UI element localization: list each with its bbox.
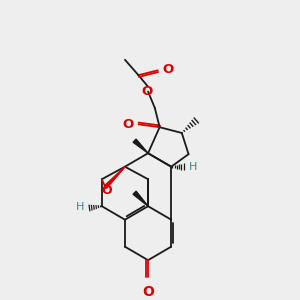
Text: H: H <box>76 202 85 212</box>
Polygon shape <box>133 191 148 206</box>
Text: O: O <box>122 118 134 131</box>
Polygon shape <box>104 167 125 188</box>
Text: O: O <box>142 285 154 299</box>
Polygon shape <box>133 139 148 153</box>
Text: O: O <box>101 184 112 197</box>
Text: O: O <box>142 85 153 98</box>
Text: O: O <box>163 63 174 76</box>
Text: H: H <box>188 162 197 172</box>
